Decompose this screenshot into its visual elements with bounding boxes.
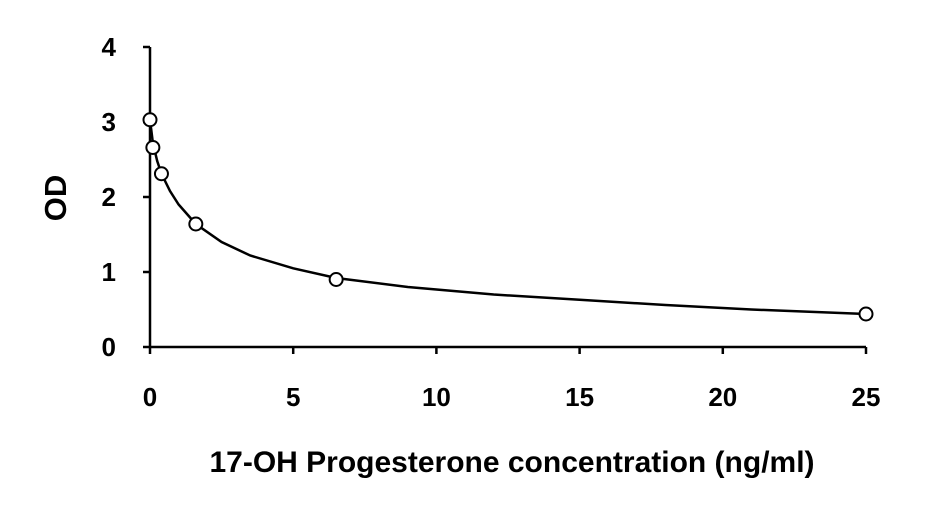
data-point-marker <box>142 112 158 128</box>
x-tick-label: 15 <box>565 382 594 412</box>
fit-curve-line <box>148 119 867 316</box>
y-tick-label: 0 <box>102 332 116 362</box>
y-axis-title: OD <box>38 175 73 222</box>
y-ticks: 0 1 2 3 4 <box>102 32 150 362</box>
x-tick-label: 5 <box>286 382 300 412</box>
data-point-marker <box>188 216 204 232</box>
x-tick-label: 20 <box>708 382 737 412</box>
y-tick-label: 2 <box>102 182 116 212</box>
x-ticks: 0 5 10 15 20 25 <box>143 347 881 412</box>
data-point-marker <box>858 306 874 322</box>
y-tick-label: 4 <box>102 32 117 62</box>
x-tick-label: 10 <box>422 382 451 412</box>
x-tick-label: 0 <box>143 382 157 412</box>
data-point-marker <box>153 166 169 182</box>
x-axis-title: 17-OH Progesterone concentration (ng/ml) <box>209 446 814 479</box>
axes <box>148 47 866 349</box>
x-tick-label: 25 <box>852 382 881 412</box>
data-point-marker <box>145 140 161 155</box>
y-tick-label: 1 <box>102 257 116 287</box>
data-point-marker <box>328 272 344 287</box>
y-tick-label: 3 <box>102 107 116 137</box>
data-points <box>142 112 874 322</box>
